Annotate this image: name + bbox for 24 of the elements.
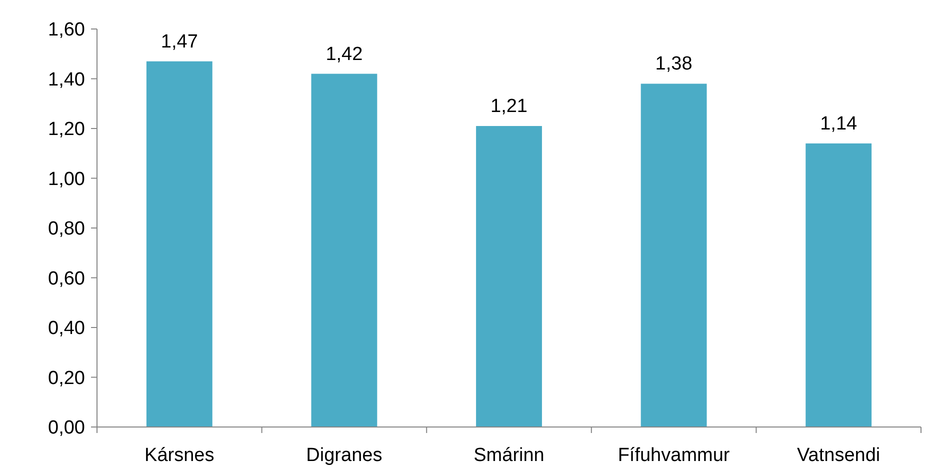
x-tick-label: Smárinn <box>474 445 544 466</box>
data-label: 1,14 <box>820 113 858 134</box>
data-label: 1,21 <box>490 96 528 118</box>
y-tick-label: 0,20 <box>48 368 85 389</box>
y-tick-label: 1,40 <box>48 69 85 90</box>
data-label: 1,47 <box>160 31 198 52</box>
data-label: 1,42 <box>326 44 363 65</box>
bar <box>311 74 378 427</box>
y-tick-label: 1,00 <box>48 168 85 190</box>
x-tick-label: Fífuhvammur <box>618 445 730 466</box>
y-tick-label: 0,00 <box>48 418 85 439</box>
y-tick-label: 0,40 <box>48 318 85 340</box>
y-tick-label: 0,80 <box>48 218 85 240</box>
y-tick-label: 1,20 <box>48 119 85 140</box>
x-tick-label: Vatnsendi <box>797 445 880 466</box>
bar <box>806 143 872 427</box>
data-label: 1,38 <box>655 54 692 75</box>
y-tick-label: 0,60 <box>48 268 85 290</box>
x-tick-label: Kársnes <box>144 445 214 466</box>
bar <box>146 61 212 427</box>
bar <box>476 126 542 427</box>
y-tick-label: 1,60 <box>48 20 85 41</box>
bar <box>640 84 707 427</box>
x-tick-label: Digranes <box>306 445 382 466</box>
